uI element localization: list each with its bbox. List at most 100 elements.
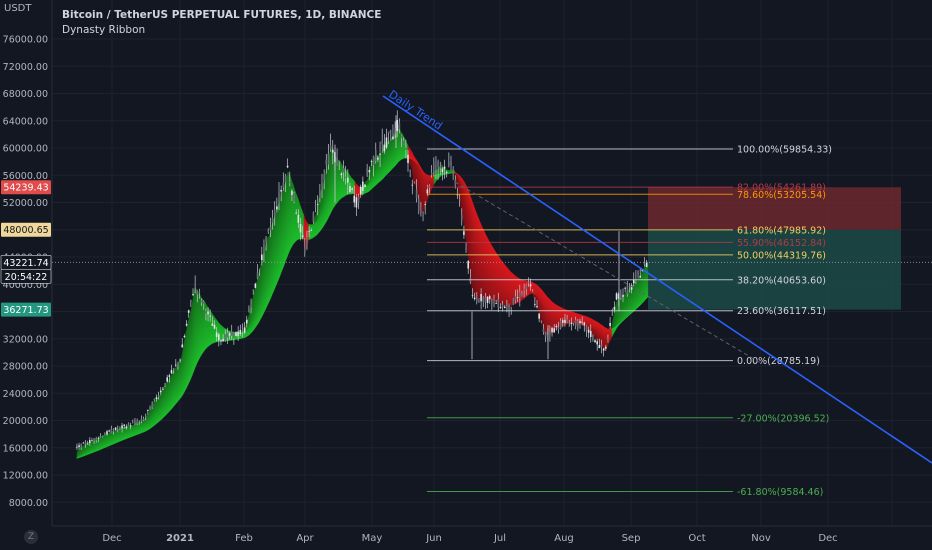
candle-body [299, 224, 302, 233]
candle-body [125, 426, 128, 429]
candle-body [611, 314, 614, 316]
candle-body [529, 284, 532, 287]
candle-body [519, 292, 521, 299]
candle-body [499, 307, 502, 308]
candle-body [508, 303, 510, 312]
candle-body [179, 359, 181, 361]
candle-body [297, 214, 300, 223]
candle-body [155, 397, 158, 400]
candle-body [364, 184, 366, 188]
candle-body [312, 212, 315, 222]
candle-body [198, 291, 201, 293]
candle-body [542, 328, 545, 332]
candle-body [632, 279, 635, 284]
price-tick-label: 52000.00 [3, 198, 48, 209]
candle-body [159, 390, 162, 393]
fib-level-label: 38.20%(40653.60) [737, 275, 826, 286]
candle-body [106, 431, 108, 435]
candle-body [430, 172, 433, 175]
candle-body [622, 294, 624, 297]
candle-body [628, 286, 631, 288]
candle-body [162, 388, 164, 390]
candle-body [325, 159, 328, 165]
price-tags: 54239.43 48000.65 43221.74 20:54:22 36271.73 [0, 180, 932, 317]
candle-body [501, 304, 504, 308]
candle-body [168, 375, 171, 377]
candle-body [190, 299, 192, 303]
price-tag-label: 48000.65 [3, 225, 48, 236]
candle-body [624, 287, 626, 289]
candle-body [456, 194, 459, 196]
time-axis[interactable]: Dec 2021 Feb Apr May Jun Jul Aug Sep Oct Nov Dec [0, 525, 932, 550]
candle-body [620, 293, 622, 299]
time-tick-label: Aug [554, 533, 574, 544]
price-tick-label: 72000.00 [3, 62, 48, 73]
candle-body [448, 162, 450, 165]
candle-body [185, 323, 188, 326]
candle-body [592, 334, 594, 339]
candle-body [241, 329, 244, 331]
timezone-icon[interactable]: Z [24, 530, 38, 544]
candle-body [288, 181, 291, 183]
fib-level-label: 82.00%(54261.89) [737, 183, 826, 194]
candle-body [278, 192, 280, 202]
candle-body [327, 153, 330, 165]
candle-body [362, 181, 364, 191]
candle-body [383, 144, 386, 152]
candle-body [256, 272, 259, 279]
candle-body [626, 286, 629, 295]
candle-body [140, 418, 143, 422]
candle-body [108, 430, 110, 432]
candle-body [129, 425, 132, 427]
candle-body [89, 440, 91, 444]
ribbon-band-bull [611, 294, 649, 331]
candle-body [134, 421, 136, 424]
candle-body [433, 161, 435, 171]
candle-body [639, 275, 642, 278]
candle-body [80, 443, 83, 448]
candle-body [482, 297, 485, 303]
candle-body [293, 192, 295, 202]
candle-body [374, 149, 377, 162]
price-tag-bg [1, 302, 51, 317]
candle-body [166, 377, 169, 382]
trendline [382, 95, 932, 464]
candle-body [263, 244, 265, 254]
take-profit-zone [648, 229, 901, 310]
candle-body [245, 319, 248, 324]
candle-body [291, 190, 293, 195]
candle-body [398, 122, 401, 130]
candle-body [390, 140, 392, 141]
candle-body [443, 166, 446, 169]
candle-body [598, 344, 601, 349]
candle-body [222, 338, 224, 342]
candle-body [540, 320, 543, 322]
candle-body [151, 403, 153, 408]
candle-body [641, 269, 644, 272]
candle-body [271, 218, 274, 223]
candle-body [304, 247, 306, 253]
candle-body [555, 325, 558, 328]
candle-body [211, 323, 214, 326]
candle-body [372, 156, 375, 166]
candle-body [392, 136, 394, 140]
candle-body [175, 364, 177, 366]
candle-body [441, 168, 444, 173]
candle-body [424, 204, 427, 205]
fib-level-label: 23.60%(36117.51) [737, 306, 826, 317]
candle-body [104, 434, 106, 436]
candle-body [181, 344, 184, 348]
candle-body [170, 370, 173, 374]
price-tick-label: 64000.00 [3, 116, 48, 127]
candle-body [76, 446, 78, 448]
candle-body [521, 294, 523, 296]
candle-body [220, 340, 222, 342]
candle-body [344, 176, 347, 178]
candle-body [605, 346, 607, 349]
candle-body [308, 231, 310, 232]
indicator-name[interactable]: Dynasty Ribbon [62, 24, 146, 36]
candle-body [329, 145, 332, 149]
candle-body [366, 168, 368, 175]
candle-body [570, 322, 573, 325]
